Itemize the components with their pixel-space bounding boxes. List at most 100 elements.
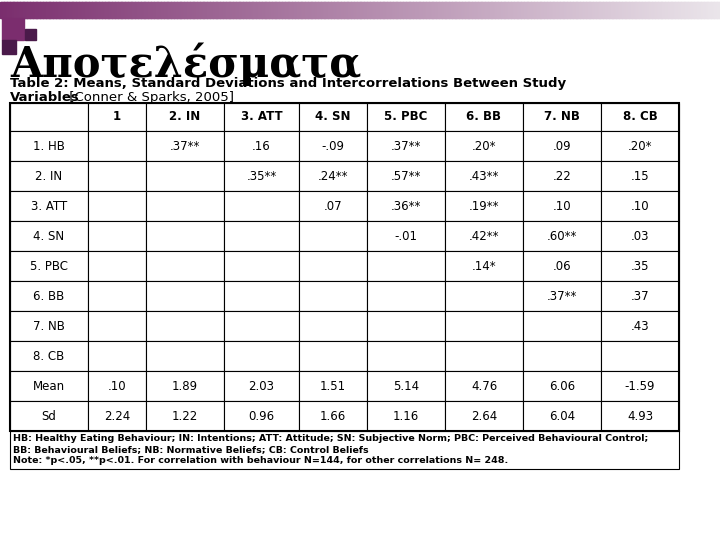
- Bar: [37, 2, 40, 18]
- Bar: [43, 2, 45, 18]
- Bar: [10, 401, 88, 431]
- Bar: [713, 2, 715, 18]
- Bar: [387, 2, 390, 18]
- Bar: [58, 2, 60, 18]
- Bar: [655, 2, 657, 18]
- Bar: [76, 2, 78, 18]
- Bar: [628, 2, 630, 18]
- Bar: [137, 2, 139, 18]
- Bar: [534, 2, 536, 18]
- Bar: [203, 2, 205, 18]
- Bar: [10, 251, 88, 281]
- Bar: [315, 2, 318, 18]
- Bar: [634, 2, 636, 18]
- Bar: [382, 2, 384, 18]
- Bar: [186, 2, 188, 18]
- Bar: [299, 161, 367, 191]
- Bar: [265, 2, 267, 18]
- Text: 6. BB: 6. BB: [33, 289, 65, 302]
- Bar: [337, 2, 339, 18]
- Bar: [216, 2, 218, 18]
- Bar: [664, 2, 666, 18]
- Bar: [348, 2, 351, 18]
- Bar: [717, 2, 719, 18]
- Bar: [22, 2, 24, 18]
- Bar: [583, 2, 585, 18]
- Text: 1.89: 1.89: [172, 380, 198, 393]
- Bar: [658, 2, 660, 18]
- Text: 4.93: 4.93: [627, 409, 653, 422]
- Bar: [468, 2, 470, 18]
- Bar: [336, 2, 338, 18]
- Bar: [3, 2, 5, 18]
- Bar: [418, 2, 420, 18]
- Bar: [285, 2, 287, 18]
- Bar: [190, 2, 192, 18]
- Bar: [217, 2, 220, 18]
- Bar: [235, 2, 237, 18]
- Bar: [688, 2, 690, 18]
- Bar: [160, 2, 162, 18]
- Bar: [144, 2, 146, 18]
- Bar: [239, 2, 241, 18]
- Bar: [17, 2, 19, 18]
- Bar: [367, 221, 445, 251]
- Bar: [242, 2, 244, 18]
- Bar: [527, 2, 529, 18]
- Bar: [300, 2, 302, 18]
- Bar: [683, 2, 685, 18]
- Bar: [691, 2, 693, 18]
- Text: .42**: .42**: [469, 230, 499, 242]
- Bar: [33, 2, 35, 18]
- Bar: [251, 2, 253, 18]
- Bar: [445, 371, 523, 401]
- Bar: [258, 2, 260, 18]
- Bar: [546, 2, 548, 18]
- Bar: [403, 2, 405, 18]
- Bar: [675, 2, 678, 18]
- Bar: [69, 2, 71, 18]
- Bar: [543, 2, 545, 18]
- Text: .09: .09: [553, 139, 571, 152]
- Bar: [444, 2, 446, 18]
- Bar: [667, 2, 669, 18]
- Bar: [711, 2, 714, 18]
- Text: 5. PBC: 5. PBC: [384, 111, 428, 124]
- Bar: [249, 2, 251, 18]
- Bar: [700, 2, 702, 18]
- Text: 2. IN: 2. IN: [169, 111, 201, 124]
- Bar: [595, 2, 597, 18]
- Bar: [367, 341, 445, 371]
- Bar: [564, 2, 567, 18]
- Text: Variables: Variables: [10, 91, 80, 104]
- Bar: [262, 2, 264, 18]
- Bar: [170, 2, 172, 18]
- Bar: [304, 2, 306, 18]
- Bar: [671, 2, 673, 18]
- Text: Table 2: Means, Standard Deviations and Intercorrelations Between Study: Table 2: Means, Standard Deviations and …: [10, 77, 566, 90]
- Bar: [55, 2, 57, 18]
- Bar: [10, 103, 88, 131]
- Bar: [146, 251, 224, 281]
- Bar: [647, 2, 649, 18]
- Text: .10: .10: [631, 199, 649, 213]
- Text: .15: .15: [631, 170, 649, 183]
- Bar: [363, 2, 365, 18]
- Bar: [668, 2, 670, 18]
- Bar: [629, 2, 631, 18]
- Bar: [714, 2, 716, 18]
- Bar: [36, 2, 38, 18]
- Bar: [626, 2, 629, 18]
- Bar: [50, 2, 53, 18]
- Bar: [445, 161, 523, 191]
- Bar: [68, 2, 70, 18]
- Text: .07: .07: [324, 199, 342, 213]
- Bar: [377, 2, 379, 18]
- Bar: [618, 2, 620, 18]
- Bar: [373, 2, 375, 18]
- Bar: [490, 2, 492, 18]
- Bar: [500, 2, 502, 18]
- Bar: [88, 103, 146, 131]
- Bar: [528, 2, 531, 18]
- Bar: [454, 2, 456, 18]
